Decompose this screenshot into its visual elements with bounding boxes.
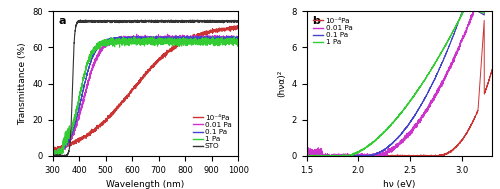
Y-axis label: (hνα)²: (hνα)²: [277, 70, 286, 97]
Text: b: b: [312, 16, 320, 26]
Y-axis label: Transmittance (%): Transmittance (%): [18, 42, 26, 125]
Text: a: a: [58, 16, 66, 26]
Legend: 10⁻⁴Pa, 0.01 Pa, 0.1 Pa, 1 Pa: 10⁻⁴Pa, 0.01 Pa, 0.1 Pa, 1 Pa: [310, 15, 356, 48]
Legend: 10⁻⁴Pa, 0.01 Pa, 0.1 Pa, 1 Pa, STO: 10⁻⁴Pa, 0.01 Pa, 0.1 Pa, 1 Pa, STO: [190, 112, 234, 152]
X-axis label: Wavelength (nm): Wavelength (nm): [106, 180, 184, 189]
X-axis label: hν (eV): hν (eV): [384, 180, 416, 189]
